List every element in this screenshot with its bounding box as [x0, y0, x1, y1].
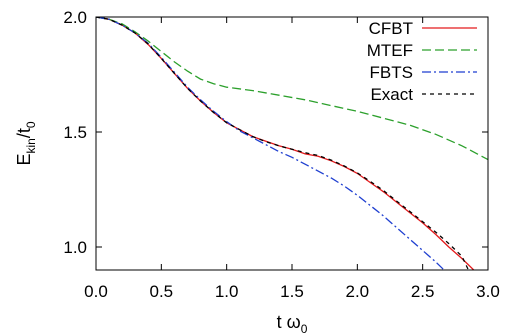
y-axis-label-sub2: 0: [24, 121, 38, 128]
x-tick-label: 0.0: [84, 282, 108, 301]
legend-item-cfbt: CFBT: [369, 19, 477, 38]
series-layer: [96, 17, 488, 270]
y-axis-label: Ekin/t0: [14, 121, 38, 165]
x-axis-label-main: t ω: [277, 312, 301, 332]
legend-item-exact: Exact: [370, 85, 477, 104]
x-tick-label: 1.5: [280, 282, 304, 301]
series-line-fbts: [96, 17, 445, 270]
legend-label: Exact: [370, 85, 413, 104]
x-axis-label-sub: 0: [301, 322, 308, 334]
legend-item-fbts: FBTS: [370, 63, 477, 82]
x-tick-label: 0.5: [150, 282, 174, 301]
legend-label: CFBT: [369, 19, 413, 38]
plot-frame: [95, 16, 489, 271]
legend-label: MTEF: [367, 41, 413, 60]
y-tick-label: 2.0: [63, 8, 87, 27]
series-line-mtef: [96, 17, 488, 161]
x-tick-label: 3.0: [476, 282, 500, 301]
legend-item-mtef: MTEF: [367, 41, 477, 60]
y-axis-label-main: E: [14, 154, 34, 166]
x-tick-label: 2.0: [346, 282, 370, 301]
x-tick-label: 1.0: [215, 282, 239, 301]
legend-label: FBTS: [370, 63, 413, 82]
ticks-layer: 0.0 0.5 1.0 1.5 2.0 2.5 3.0 1.0 1.5 2.0: [63, 8, 499, 301]
y-tick-label: 1.0: [63, 238, 87, 257]
series-line-cfbt: [96, 17, 475, 270]
y-axis-label-rest: /t: [14, 128, 34, 138]
series-line-exact: [96, 17, 469, 270]
y-axis-label-sub: kin: [24, 138, 38, 153]
x-tick-label: 2.5: [411, 282, 435, 301]
legend: CFBT MTEF FBTS Exact: [367, 19, 477, 104]
y-tick-label: 1.5: [63, 123, 87, 142]
x-axis-label: t ω0: [277, 312, 308, 334]
